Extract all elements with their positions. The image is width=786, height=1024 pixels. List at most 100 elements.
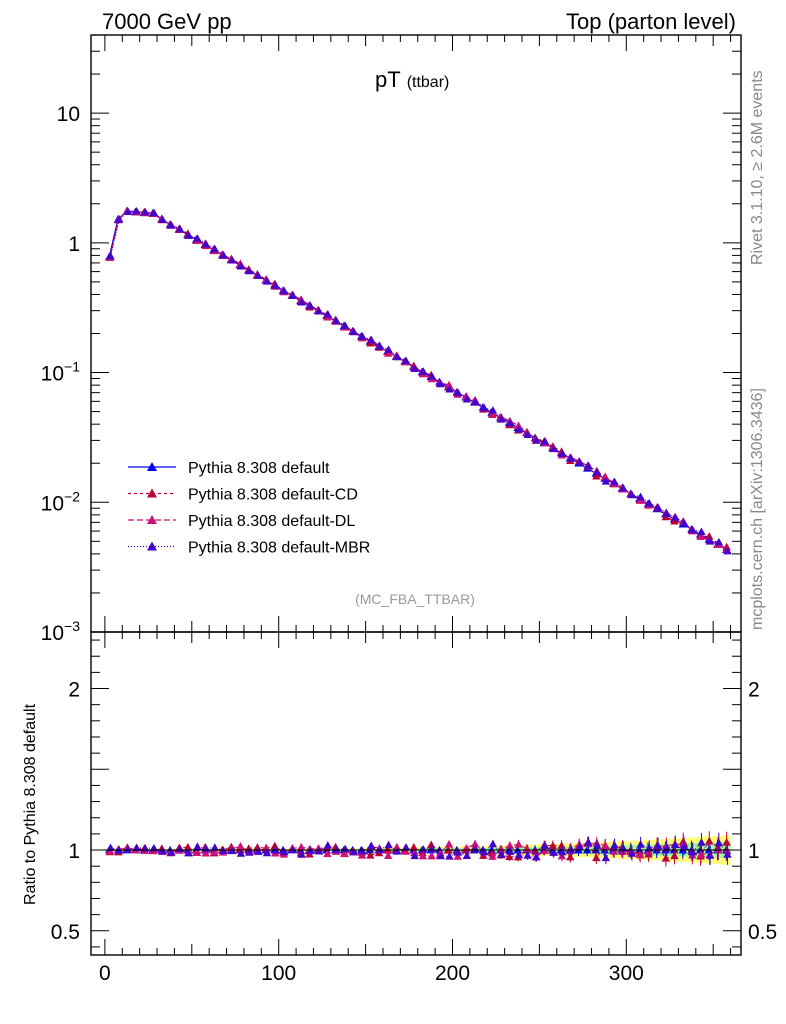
series-3-point: [384, 345, 393, 353]
ratio-1-point: [592, 853, 601, 862]
ratio-3-point: [679, 842, 689, 850]
ratio-3-point: [236, 849, 246, 857]
y-tick-label-exponent: −2: [64, 488, 80, 504]
ratio-3-point: [262, 848, 272, 857]
series-3-point: [115, 215, 124, 223]
ratio-3-point: [636, 840, 645, 848]
y-tick-label: 10−3: [41, 618, 81, 645]
legend-marker: [147, 515, 157, 524]
series-3-point: [288, 291, 298, 299]
ratio-3-point: [610, 841, 619, 849]
series-3-point: [662, 509, 671, 517]
series-3-point: [549, 444, 558, 453]
ratio-3-point: [132, 843, 141, 851]
ratio-1-point: [366, 851, 375, 859]
series-3-point: [566, 454, 576, 462]
series-3-point: [471, 397, 480, 406]
legend: Pythia 8.308 default Pythia 8.308 default…: [128, 460, 370, 557]
ratio-3-point: [288, 845, 298, 854]
series-3-point: [262, 277, 272, 285]
ratio-2-point: [427, 851, 436, 860]
ratio-3-point: [314, 846, 324, 855]
legend-entry: Pythia 8.308 default-CD: [188, 487, 358, 504]
ratio-1-point: [705, 836, 714, 845]
ratio-y-tick-label: 0.5: [51, 921, 80, 944]
ratio-3-point: [653, 841, 663, 849]
series-3-point: [184, 231, 193, 239]
plot-title-sub: (ttbar): [407, 74, 450, 91]
ratio-3-point: [592, 841, 602, 849]
ratio-3-point: [705, 851, 715, 859]
series-3-point: [245, 266, 254, 275]
ratio-frame: [90, 631, 742, 956]
x-tick-label: 0: [99, 962, 111, 985]
ratio-2-point: [192, 848, 202, 856]
x-tick-label: 100: [261, 962, 296, 985]
series-3-point: [645, 499, 654, 507]
ratio-3-point: [584, 838, 593, 846]
ratio-y-tick-label-right: 0.5: [748, 921, 777, 944]
series-3-point: [497, 414, 506, 423]
ratio-y-tick-label: 2: [68, 679, 80, 702]
ratio-3-point: [514, 850, 524, 859]
x-tick-label: 300: [609, 962, 644, 985]
series-3-point: [419, 367, 428, 375]
ratio-3-point: [297, 850, 306, 858]
series-3-point: [393, 352, 402, 361]
legend-marker: [147, 488, 157, 498]
ratio-3-point: [697, 838, 706, 846]
ratio-3-point: [401, 843, 411, 851]
series-3-point: [671, 513, 680, 521]
series-3-point: [723, 546, 732, 555]
series-3-point: [254, 271, 263, 280]
series-3-point: [149, 208, 159, 217]
ratio-3-point: [210, 843, 220, 851]
ratio-2-point: [210, 847, 219, 856]
ratio-1-point: [531, 847, 540, 855]
y-tick-label-base: 10: [41, 622, 64, 645]
y-tick-label: 1: [68, 233, 80, 256]
ratio-3-point: [462, 851, 472, 859]
ratio-1-point: [670, 851, 679, 860]
ratio-3-point: [445, 852, 454, 860]
series-3-point: [653, 503, 663, 511]
series-3-point: [627, 490, 637, 499]
series-3-point: [271, 281, 280, 289]
mcplots-label: mcplots.cern.ch [arXiv:1306.3436]: [749, 388, 766, 630]
y-tick-label: 10: [57, 103, 80, 126]
ratio-3-point: [367, 841, 376, 850]
series-3-point: [610, 477, 619, 486]
ratio-2-point: [340, 849, 349, 858]
ratio-3-point: [410, 851, 419, 860]
series-2-point: [601, 472, 610, 481]
ratio-3-point: [358, 846, 367, 855]
ratio-3-point: [532, 852, 541, 861]
series-3-point: [540, 437, 550, 445]
ratio-3-point: [323, 841, 332, 849]
y-tick-label: 10−2: [41, 488, 81, 515]
legend-marker: [147, 462, 157, 471]
ratio-3-point: [167, 848, 176, 856]
series-2-point: [488, 410, 497, 418]
ratio-y-tick-label: 1: [68, 840, 80, 863]
ratio-2-point: [418, 851, 428, 860]
ratio-1-point: [253, 843, 262, 851]
series-3-point: [323, 310, 332, 318]
plot-title-main: pT: [375, 67, 401, 92]
series-3-point: [445, 384, 454, 393]
y-tick-label-base: 10: [41, 492, 64, 515]
ratio-2-point: [236, 841, 245, 850]
ratio-2-point: [488, 852, 497, 860]
ratio-2-point: [201, 848, 210, 857]
series-3-point: [314, 306, 324, 315]
ratio-2-point: [444, 839, 454, 848]
series-3-point: [410, 364, 419, 373]
series-3-point: [480, 403, 489, 412]
series-3-point: [175, 224, 185, 233]
ratio-3-point: [332, 845, 341, 854]
series-3-point: [453, 388, 463, 397]
ratio-3-point: [540, 841, 550, 849]
ratio-2-point: [635, 850, 645, 859]
legend-entry: Pythia 8.308 default-MBR: [188, 540, 370, 557]
